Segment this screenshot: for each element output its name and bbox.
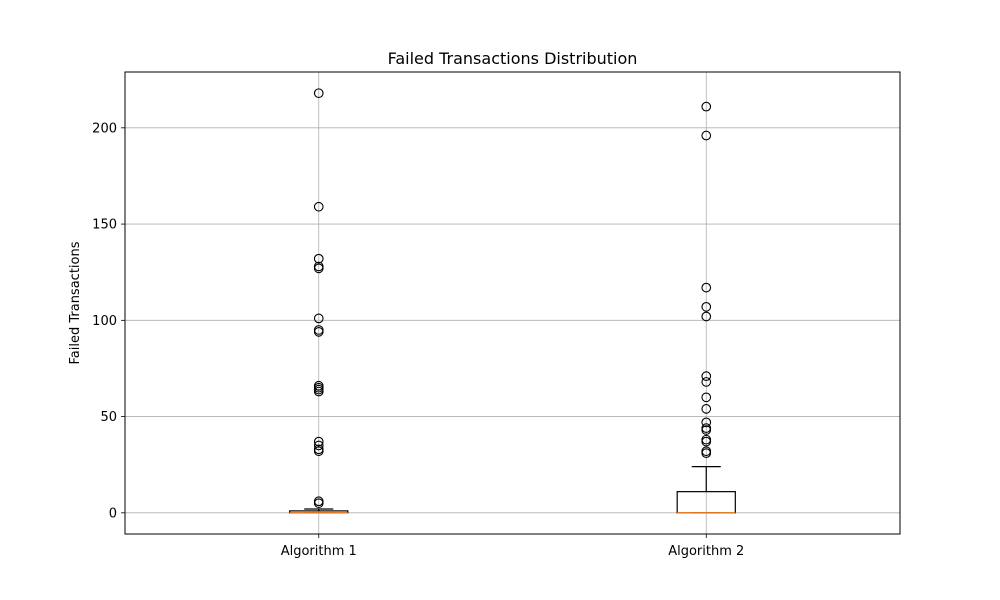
outlier-point	[313, 436, 324, 447]
outlier-point	[313, 327, 324, 337]
outlier-point	[313, 498, 324, 509]
outlier-point	[313, 253, 324, 264]
outlier-point	[701, 404, 712, 414]
x-tick-label: Algorithm 2	[668, 544, 744, 559]
outlier-point	[701, 101, 712, 112]
outlier-point	[701, 311, 712, 322]
outlier-point	[701, 282, 712, 293]
chart-title: Failed Transactions Distribution	[388, 49, 638, 68]
outlier-point	[313, 386, 324, 397]
outlier-point	[313, 88, 324, 99]
outlier-point	[313, 446, 324, 457]
box-group	[676, 101, 736, 514]
outlier-point	[701, 425, 712, 435]
outlier-point	[313, 313, 324, 324]
outlier-point	[701, 371, 712, 382]
outlier-point	[701, 302, 712, 312]
grid-lines	[125, 72, 900, 534]
y-tick-label: 200	[92, 121, 117, 136]
outlier-point	[701, 130, 712, 141]
y-axis-label: Failed Transactions	[68, 241, 83, 364]
outlier-point	[313, 440, 324, 451]
outlier-point	[701, 377, 712, 387]
outlier-point	[701, 448, 712, 459]
plot-frame	[124, 71, 901, 535]
y-tick-label: 150	[92, 218, 117, 233]
box-plots	[289, 88, 736, 514]
outlier-point	[313, 201, 324, 212]
y-tick-label: 100	[92, 314, 117, 329]
x-tick-label: Algorithm 1	[281, 544, 357, 559]
outlier-point	[701, 392, 712, 403]
y-tick-label: 0	[109, 506, 117, 521]
y-tick-label: 50	[100, 410, 117, 425]
axis-ticks: 0 50 100 150 200 Algorithm 1 Algorithm 2	[92, 121, 744, 559]
outlier-point	[701, 436, 712, 447]
box-group	[289, 88, 349, 514]
outlier-point	[701, 417, 712, 428]
outlier-point	[313, 263, 324, 274]
